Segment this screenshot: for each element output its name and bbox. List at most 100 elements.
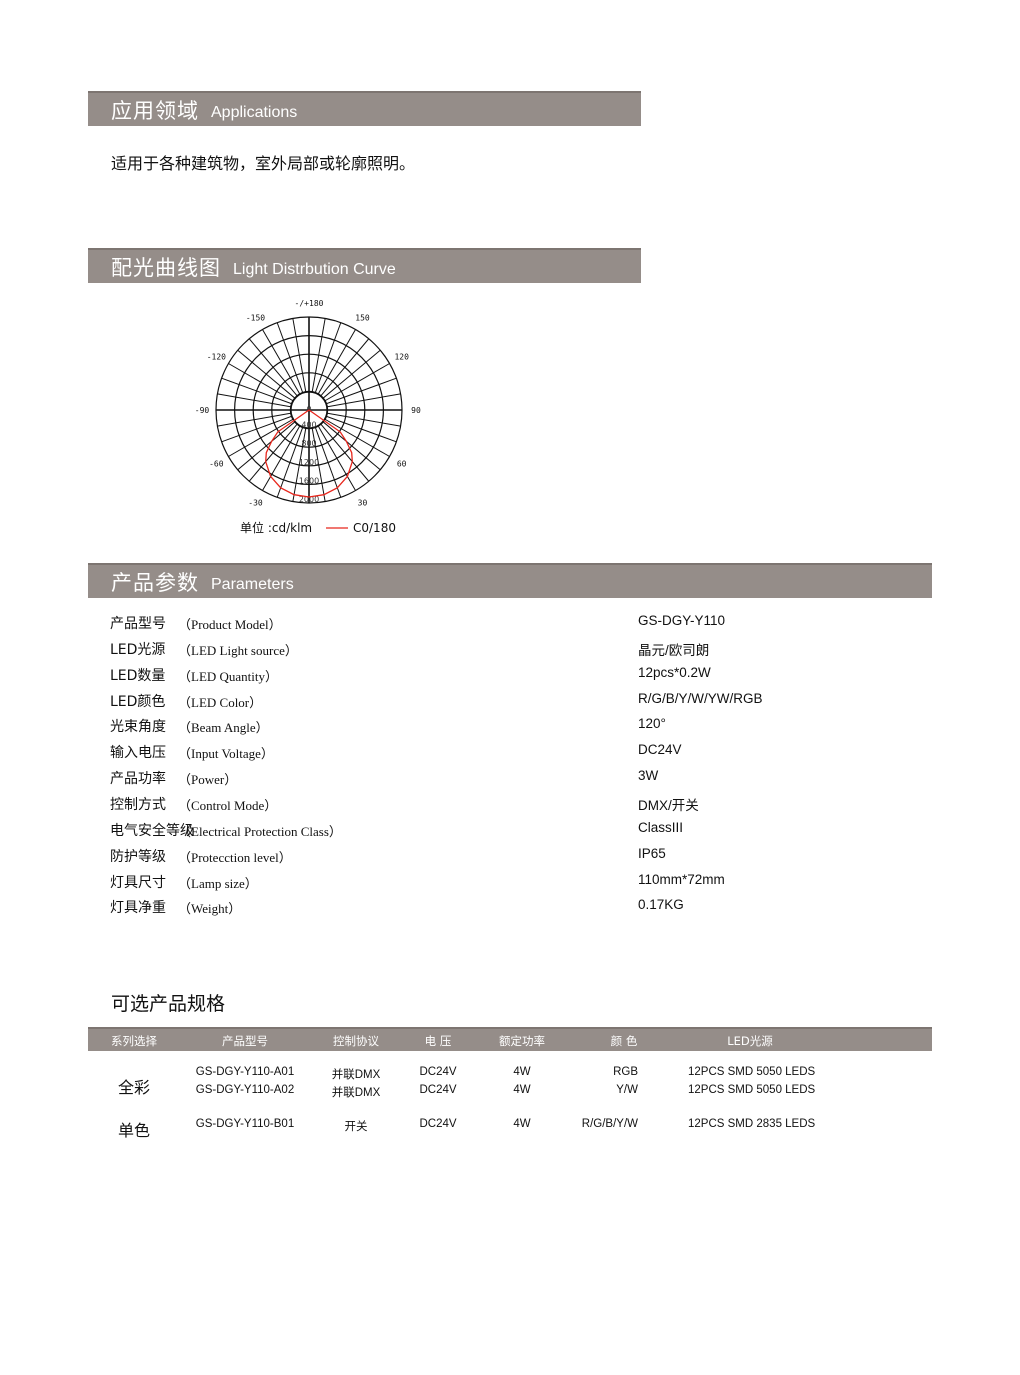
- parameter-name-cn: 电气安全等级: [110, 822, 194, 839]
- parameter-name-en: （Lamp size）: [178, 875, 258, 891]
- parameters-title-en: Parameters: [211, 575, 294, 593]
- grid-spoke: [248, 338, 298, 397]
- radial-tick-label: 1600: [299, 476, 319, 485]
- grid-spoke: [326, 412, 401, 427]
- column-header: 电 压: [424, 1034, 452, 1048]
- grid-spoke: [317, 329, 356, 395]
- parameter-name-cn: 灯具净重: [110, 900, 166, 917]
- parameter-row: LED颜色 （LED Color） R/G/B/Y/W/YW/RGB: [110, 691, 910, 715]
- parameter-name-cn: LED光源: [110, 641, 166, 658]
- led-source-cell: 12PCS SMD 5050 LEDS: [688, 1066, 816, 1078]
- grid-spoke: [292, 427, 307, 502]
- applications-text: 适用于各种建筑物，室外局部或轮廓照明。: [111, 154, 416, 173]
- parameter-name-en: （Beam Angle）: [178, 720, 269, 736]
- grid-spoke: [228, 418, 294, 457]
- column-header: 控制协议: [333, 1034, 379, 1048]
- parameter-row: 防护等级 （Protecction level） IP65: [110, 846, 910, 870]
- parameters-title-cn: 产品参数: [111, 570, 199, 595]
- power-cell: 4W: [513, 1066, 531, 1078]
- power-cell: 4W: [513, 1084, 531, 1096]
- parameter-name-en: （Electrical Protection Class）: [178, 823, 342, 839]
- applications-header: 应用领域 Applications: [88, 91, 641, 126]
- protocol-cell: 并联DMX: [331, 1087, 381, 1099]
- legend-label: C0/180: [353, 521, 396, 535]
- parameter-name-cn: 防护等级: [110, 848, 166, 865]
- parameter-name-en: （Control Mode）: [178, 797, 278, 813]
- parameter-row: 控制方式 （Control Mode） DMX/开关: [110, 794, 910, 818]
- grid-spoke: [292, 318, 307, 393]
- parameter-name-cn: 灯具尺寸: [110, 874, 166, 891]
- applications-title-cn: 应用领域: [111, 98, 199, 123]
- parameter-row: LED光源 （LED Light source） 晶元/欧司朗: [110, 639, 910, 663]
- color-cell: Y/W: [616, 1084, 638, 1096]
- parameter-value: GS-DGY-Y110: [638, 613, 726, 628]
- grid-spoke: [221, 415, 293, 443]
- light-distribution-chart: -/+180150-150120-12090-9060-6030-3004008…: [195, 300, 421, 535]
- unit-label: 单位 :cd/klm: [240, 520, 312, 535]
- applications-title-en: Applications: [211, 103, 298, 121]
- parameter-name-cn: 输入电压: [110, 745, 166, 762]
- grid-spoke: [324, 363, 390, 402]
- grid-spoke: [228, 363, 294, 402]
- parameter-row: 灯具尺寸 （Lamp size） 110mm*72mm: [110, 872, 910, 896]
- series-label: 全彩: [117, 1078, 151, 1097]
- parameter-value: 晶元/欧司朗: [638, 642, 710, 658]
- angle-tick-label: 150: [355, 313, 370, 322]
- column-header: 产品型号: [222, 1034, 268, 1048]
- parameter-name-cn: 产品功率: [110, 771, 166, 788]
- angle-tick-label: -150: [246, 313, 265, 322]
- parameter-row: 光束角度 （Beam Angle） 120°: [110, 716, 910, 740]
- column-header: 系列选择: [111, 1034, 157, 1048]
- series-label: 单色: [117, 1121, 151, 1140]
- parameter-name-en: （Input Voltage）: [178, 746, 274, 762]
- parameter-name-cn: 控制方式: [110, 796, 166, 813]
- model-cell: GS-DGY-Y110-B01: [195, 1118, 295, 1130]
- led-source-cell: 12PCS SMD 2835 LEDS: [688, 1118, 816, 1130]
- parameter-value: DC24V: [638, 742, 682, 758]
- parameter-value: ClassIII: [638, 819, 684, 835]
- grid-spoke: [322, 349, 381, 399]
- parameter-name-cn: 光束角度: [110, 719, 166, 736]
- parameter-name-en: （LED Light source）: [178, 642, 298, 658]
- parameter-name-en: （Weight）: [178, 901, 242, 917]
- voltage-cell: DC24V: [419, 1084, 457, 1096]
- parameter-value: 120°: [638, 716, 666, 732]
- angle-tick-label: -30: [248, 499, 263, 508]
- radial-tick-label: 2000: [299, 495, 319, 504]
- angle-tick-label: -60: [209, 460, 224, 469]
- angle-tick-label: -/+180: [295, 300, 324, 308]
- parameter-row: 电气安全等级 （Electrical Protection Class） Class…: [110, 820, 910, 844]
- parameter-value: R/G/B/Y/W/YW/RGB: [638, 690, 763, 706]
- parameter-value: 12pcs*0.2W: [638, 664, 711, 680]
- power-cell: 4W: [513, 1118, 531, 1130]
- grid-spoke: [317, 425, 356, 491]
- grid-spoke: [262, 329, 301, 395]
- grid-spoke: [237, 421, 296, 471]
- grid-spoke: [314, 426, 342, 498]
- grid-spoke: [320, 338, 370, 397]
- parameter-name-en: （Power）: [178, 772, 238, 788]
- curve-title-cn: 配光曲线图: [111, 255, 221, 280]
- angle-tick-label: -90: [195, 406, 210, 415]
- parameter-row: 输入电压 （Input Voltage） DC24V: [110, 742, 910, 766]
- options-title: 可选产品规格: [111, 993, 226, 1015]
- grid-spoke: [248, 423, 298, 482]
- column-header: 颜 色: [610, 1034, 638, 1048]
- grid-spoke: [217, 412, 292, 427]
- parameter-row: LED数量 （LED Quantity） 12pcs*0.2W: [110, 665, 910, 689]
- series-curve-c0180: [265, 409, 353, 498]
- parameter-name-cn: 产品型号: [110, 616, 166, 632]
- angle-tick-label: 30: [358, 499, 368, 508]
- radial-tick-label: 800: [301, 439, 316, 448]
- grid-spoke: [325, 377, 397, 405]
- grid-spoke: [276, 322, 304, 394]
- color-cell: RGB: [613, 1066, 638, 1078]
- parameter-row: 灯具净重 （Weight） 0.17KG: [110, 897, 910, 921]
- grid-spoke: [276, 426, 304, 498]
- column-header: 额定功率: [499, 1034, 545, 1048]
- led-source-cell: 12PCS SMD 5050 LEDS: [688, 1084, 816, 1096]
- grid-spoke: [311, 318, 326, 393]
- curve-header: 配光曲线图 Light Distrbution Curve: [88, 248, 641, 283]
- voltage-cell: DC24V: [419, 1066, 457, 1078]
- grid-spoke: [311, 427, 326, 502]
